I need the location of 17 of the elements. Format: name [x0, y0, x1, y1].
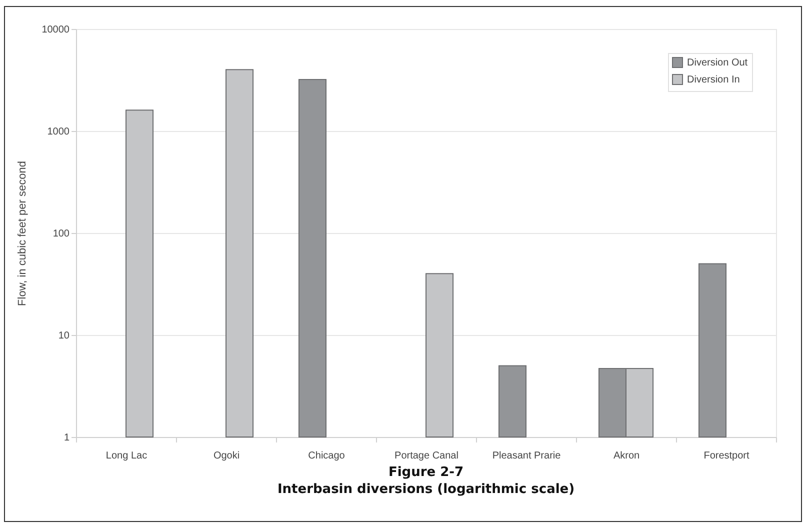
y-tick-label: 1	[64, 432, 70, 444]
legend-label: Diversion In	[687, 74, 740, 86]
y-tick-label: 1000	[47, 126, 70, 138]
y-tick-label: 10000	[42, 24, 70, 36]
text: Interbasin diversions (logarithmic scale)	[277, 482, 575, 497]
x-tick-label: Chicago	[308, 450, 346, 462]
x-tick-label: Akron	[613, 450, 640, 462]
y-tick-label: 10	[58, 330, 70, 342]
x-tick-label: Portage Canal	[394, 450, 458, 462]
x-tick-label: Ogoki	[213, 450, 240, 462]
x-tick-label: Forestport	[704, 450, 750, 462]
y-axis-title: Flow, in cubic feet per second	[16, 161, 29, 306]
text: Figure 2-7	[388, 465, 464, 480]
y-tick-label: 100	[52, 228, 70, 240]
x-tick-label: Long Lac	[106, 450, 148, 462]
legend-label: Diversion Out	[687, 58, 748, 68]
x-tick-label: Pleasant Prarie	[492, 450, 562, 462]
